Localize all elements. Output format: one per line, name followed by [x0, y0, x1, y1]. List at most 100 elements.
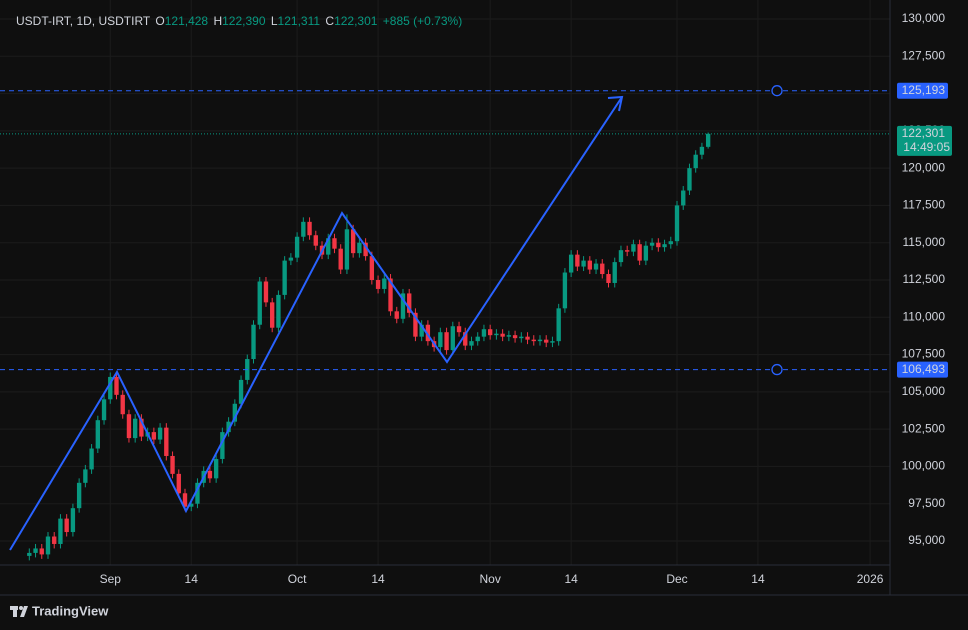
open-key: O — [155, 14, 164, 28]
candle-body — [612, 262, 617, 283]
candle-body — [164, 427, 169, 456]
candle-body — [313, 235, 318, 246]
y-tick-label: 97,500 — [908, 496, 945, 510]
symbol: USDT-IRT, 1D, USDTIRT — [16, 14, 151, 28]
y-tick-label: 100,000 — [902, 459, 946, 473]
price-label-box — [897, 361, 948, 378]
candle-body — [139, 418, 144, 437]
candle-body — [114, 376, 119, 395]
candle-body — [270, 302, 275, 328]
y-tick-label: 112,500 — [903, 272, 946, 286]
price-label: 125,193 — [902, 83, 946, 97]
logo-part — [19, 606, 23, 610]
candle-body — [282, 260, 287, 295]
y-tick-label: 110,000 — [903, 309, 946, 323]
candle-body — [251, 324, 256, 360]
alert-icon — [771, 85, 783, 97]
candle-body — [357, 242, 362, 254]
candle-body — [600, 263, 605, 275]
candle-body — [238, 379, 244, 404]
y-tick-label: 102,500 — [902, 421, 946, 435]
candle-body — [506, 335, 512, 337]
candle-body — [108, 376, 113, 400]
x-tick-label: Sep — [100, 572, 122, 586]
low-value: 121,311 — [278, 14, 321, 28]
candle-body — [232, 403, 238, 422]
candle-body — [469, 341, 474, 346]
candle-body — [220, 432, 225, 459]
candle-body — [394, 311, 399, 319]
price-label-box — [897, 82, 948, 99]
candle-body — [33, 548, 38, 553]
brand-logo — [10, 606, 28, 617]
candle-body — [307, 221, 312, 236]
candle-body — [400, 293, 406, 319]
candle-body — [332, 238, 337, 249]
last-price-label: 122,301 — [902, 126, 946, 140]
last-price-box — [897, 125, 952, 156]
y-tick-label: 95,000 — [908, 533, 945, 547]
high-key: H — [213, 14, 222, 28]
y-tick-label: 115,000 — [903, 235, 946, 249]
countdown: 14:49:05 — [903, 140, 950, 154]
candle-body — [705, 133, 711, 147]
axes: 95,000 97,500 100,000 102,500 105,000 107,500… — [100, 11, 952, 586]
candle-body — [512, 335, 518, 339]
candle-body — [693, 154, 698, 169]
candle-body — [407, 293, 412, 313]
candle-body — [581, 260, 586, 267]
close-key: C — [325, 14, 334, 28]
candle-body — [699, 146, 705, 155]
low-key: L — [271, 14, 278, 28]
candle-body — [375, 279, 381, 289]
candle-body — [176, 473, 181, 494]
candle-body — [674, 205, 680, 242]
candle-body — [438, 332, 443, 348]
candle-body — [562, 272, 568, 309]
candle-body — [195, 482, 200, 504]
x-tick-label: 14 — [751, 572, 765, 586]
candle-body — [344, 229, 350, 270]
brand: TradingView — [32, 603, 109, 618]
candle-body — [101, 399, 107, 421]
x-tick-label: 14 — [185, 572, 199, 586]
candle-body — [226, 421, 231, 433]
change: +885 (+0.73%) — [383, 14, 462, 28]
candle-body — [83, 469, 88, 483]
candle-body — [681, 190, 686, 206]
candle-body — [120, 394, 125, 415]
candle-body — [618, 250, 624, 263]
candle-body — [463, 332, 468, 346]
candle-body — [425, 324, 431, 342]
candle-body — [126, 414, 132, 439]
candle-body — [326, 238, 331, 255]
plot — [0, 85, 890, 561]
candle-body — [263, 281, 269, 303]
candle-body — [456, 326, 462, 333]
candle-body — [182, 493, 188, 507]
trend-drawing — [9, 96, 623, 551]
x-tick-label: Dec — [666, 572, 687, 586]
logo-part — [20, 606, 28, 617]
candle-body — [444, 332, 449, 351]
candle-body — [58, 518, 63, 544]
candle-body — [662, 244, 667, 248]
x-tick-label: Nov — [479, 572, 500, 586]
candle-body — [189, 503, 194, 507]
candle-body — [64, 518, 69, 533]
candle-body — [643, 245, 649, 261]
header: USDT-IRT, 1D, USDTIRT O121,428 H122,390 … — [16, 14, 462, 28]
candle-body — [382, 278, 387, 289]
candle-body — [649, 242, 655, 246]
y-tick-label: 127,500 — [902, 48, 946, 62]
candle-body — [568, 254, 574, 273]
candle-body — [531, 339, 536, 342]
candle-body — [537, 339, 543, 342]
open-value: 121,428 — [165, 14, 209, 28]
arrow-head — [607, 95, 624, 112]
x-tick-label: 14 — [564, 572, 578, 586]
candle-body — [450, 326, 455, 351]
candle-body — [157, 427, 163, 440]
candle-body — [89, 448, 94, 470]
